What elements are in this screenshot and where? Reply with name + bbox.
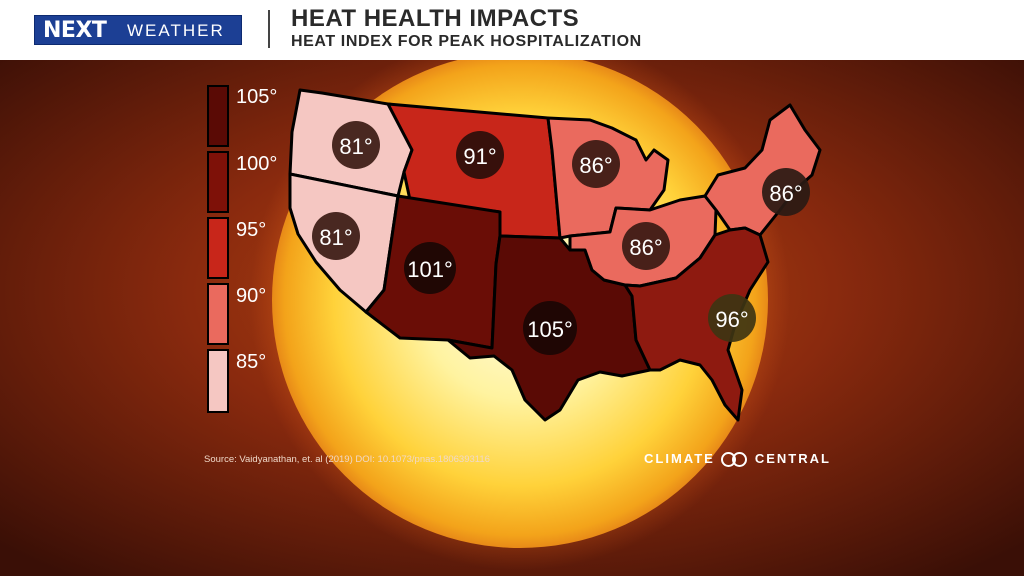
page-title: HEAT HEALTH IMPACTS [291,5,580,32]
climate-central-logo[interactable]: CLIMATE CENTRAL [644,451,831,467]
marker-label-ohio-valley: 86° [629,235,662,260]
marker-upper-midwest[interactable]: 86° [572,140,620,188]
legend-label-95: 95° [236,219,267,241]
header-divider [268,10,270,48]
legend-label-85: 85° [236,351,267,373]
legend-label-90: 90° [236,285,267,307]
marker-label-south: 105° [527,317,573,342]
marker-west[interactable]: 81° [312,212,360,260]
legend-swatch-85 [207,349,229,413]
marker-southwest[interactable]: 101° [404,242,456,294]
brand-left-text: CLIMATE [644,451,715,466]
header-bar: NEXT WEATHER HEAT HEALTH IMPACTS HEAT IN… [0,0,1024,60]
legend-label-100: 100° [236,153,278,175]
marker-northeast[interactable]: 86° [762,168,810,216]
brand-right-text: CENTRAL [754,451,831,466]
marker-label-southwest: 101° [407,257,453,282]
legend-swatch-90 [207,283,229,345]
region-southeast[interactable] [623,226,770,422]
legend-label-105: 105° [236,86,278,108]
marker-northern-rockies[interactable]: 91° [456,131,504,179]
marker-label-upper-midwest: 86° [579,153,612,178]
legend [207,85,229,413]
legend-swatch-100 [207,151,229,213]
value-markers: 81° 81° 91° 101° 105° 86° 86° 86° [312,121,810,355]
legend-swatch-95 [207,217,229,279]
legend-swatch-105 [207,85,229,147]
marker-label-southeast: 96° [715,307,748,332]
linked-rings-icon [720,451,749,467]
source-citation: Source: Vaidyanathan, et. al (2019) DOI:… [204,454,490,465]
marker-south[interactable]: 105° [523,301,577,355]
logo-weather-text: WEATHER [127,21,225,40]
marker-label-northeast: 86° [769,181,802,206]
marker-northwest[interactable]: 81° [332,121,380,169]
marker-label-west: 81° [319,225,352,250]
logo-next-text: NEXT [43,18,107,43]
next-weather-logo[interactable]: NEXT WEATHER [34,15,242,45]
marker-label-northwest: 81° [339,134,372,159]
marker-southeast[interactable]: 96° [708,294,756,342]
page-subtitle: HEAT INDEX FOR PEAK HOSPITALIZATION [291,33,642,50]
marker-ohio-valley[interactable]: 86° [622,222,670,270]
marker-label-northern-rockies: 91° [463,144,496,169]
